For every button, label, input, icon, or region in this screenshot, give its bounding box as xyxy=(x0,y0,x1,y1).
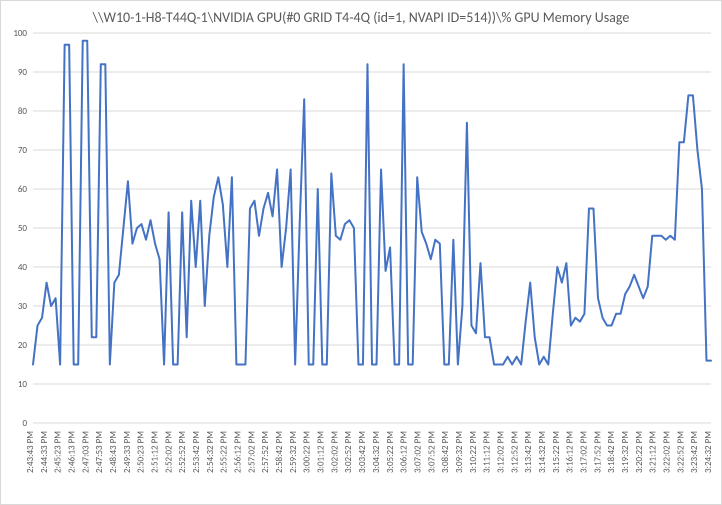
svg-text:3:10:22 PM: 3:10:22 PM xyxy=(468,431,479,473)
svg-text:3:17:02 PM: 3:17:02 PM xyxy=(578,431,589,473)
svg-text:80: 80 xyxy=(18,106,28,117)
svg-text:3:11:12 PM: 3:11:12 PM xyxy=(482,431,493,473)
svg-text:3:13:42 PM: 3:13:42 PM xyxy=(523,431,534,473)
svg-text:3:20:22 PM: 3:20:22 PM xyxy=(634,431,645,473)
svg-text:2:54:32 PM: 2:54:32 PM xyxy=(205,431,216,473)
svg-text:3:05:22 PM: 3:05:22 PM xyxy=(385,431,396,473)
svg-text:3:03:42 PM: 3:03:42 PM xyxy=(357,431,368,473)
svg-text:3:22:52 PM: 3:22:52 PM xyxy=(675,431,686,473)
svg-text:2:43:43 PM: 2:43:43 PM xyxy=(25,431,36,473)
svg-text:2:52:52 PM: 2:52:52 PM xyxy=(177,431,188,473)
svg-text:30: 30 xyxy=(18,301,28,312)
svg-text:2:50:23 PM: 2:50:23 PM xyxy=(136,431,147,473)
svg-text:2:56:12 PM: 2:56:12 PM xyxy=(233,431,244,473)
svg-text:90: 90 xyxy=(18,67,28,78)
svg-text:0: 0 xyxy=(22,418,27,429)
svg-text:3:15:22 PM: 3:15:22 PM xyxy=(551,431,562,473)
svg-text:3:08:42 PM: 3:08:42 PM xyxy=(440,431,451,473)
svg-text:50: 50 xyxy=(18,223,28,234)
svg-text:10: 10 xyxy=(18,379,28,390)
svg-text:3:09:32 PM: 3:09:32 PM xyxy=(454,431,465,473)
svg-text:3:14:32 PM: 3:14:32 PM xyxy=(537,431,548,473)
svg-text:2:58:42 PM: 2:58:42 PM xyxy=(274,431,285,473)
svg-text:3:12:52 PM: 3:12:52 PM xyxy=(509,431,520,473)
svg-text:2:47:03 PM: 2:47:03 PM xyxy=(80,431,91,473)
svg-text:3:12:02 PM: 3:12:02 PM xyxy=(495,431,506,473)
svg-text:3:07:52 PM: 3:07:52 PM xyxy=(426,431,437,473)
plot-area: 0 10 20 30 40 50 60 70 80 90 100 2:43:43 PM2:44:33 … xyxy=(1,1,722,505)
svg-text:2:51:12 PM: 2:51:12 PM xyxy=(150,431,161,473)
svg-text:3:23:42 PM: 3:23:42 PM xyxy=(689,431,700,473)
svg-text:2:53:42 PM: 2:53:42 PM xyxy=(191,431,202,473)
svg-text:3:01:12 PM: 3:01:12 PM xyxy=(316,431,327,473)
svg-text:2:49:33 PM: 2:49:33 PM xyxy=(122,431,133,473)
svg-text:3:02:52 PM: 3:02:52 PM xyxy=(343,431,354,473)
svg-text:100: 100 xyxy=(13,28,27,39)
svg-text:2:46:13 PM: 2:46:13 PM xyxy=(67,431,78,473)
svg-text:70: 70 xyxy=(18,145,28,156)
svg-text:40: 40 xyxy=(18,262,28,273)
svg-text:3:06:12 PM: 3:06:12 PM xyxy=(399,431,410,473)
svg-text:3:24:32 PM: 3:24:32 PM xyxy=(703,431,714,473)
svg-text:2:57:02 PM: 2:57:02 PM xyxy=(246,431,257,473)
svg-text:3:16:12 PM: 3:16:12 PM xyxy=(565,431,576,473)
svg-text:2:45:23 PM: 2:45:23 PM xyxy=(53,431,64,473)
svg-text:3:17:52 PM: 3:17:52 PM xyxy=(592,431,603,473)
svg-text:2:59:32 PM: 2:59:32 PM xyxy=(288,431,299,473)
svg-text:2:48:43 PM: 2:48:43 PM xyxy=(108,431,119,473)
svg-text:2:47:53 PM: 2:47:53 PM xyxy=(94,431,105,473)
svg-text:3:21:12 PM: 3:21:12 PM xyxy=(648,431,659,473)
svg-text:2:44:33 PM: 2:44:33 PM xyxy=(39,431,50,473)
svg-text:2:55:22 PM: 2:55:22 PM xyxy=(219,431,230,473)
svg-text:3:18:42 PM: 3:18:42 PM xyxy=(606,431,617,473)
svg-text:3:07:02 PM: 3:07:02 PM xyxy=(412,431,423,473)
chart-container: \\W10-1-H8-T44Q-1\NVIDIA GPU(#0 GRID T4-… xyxy=(0,0,722,505)
svg-text:3:00:22 PM: 3:00:22 PM xyxy=(302,431,313,473)
svg-text:3:04:32 PM: 3:04:32 PM xyxy=(371,431,382,473)
svg-text:2:52:02 PM: 2:52:02 PM xyxy=(163,431,174,473)
svg-text:3:22:02 PM: 3:22:02 PM xyxy=(661,431,672,473)
svg-text:60: 60 xyxy=(18,184,28,195)
svg-text:2:57:52 PM: 2:57:52 PM xyxy=(260,431,271,473)
svg-text:20: 20 xyxy=(18,340,28,351)
svg-text:3:02:02 PM: 3:02:02 PM xyxy=(329,431,340,473)
svg-text:3:19:32 PM: 3:19:32 PM xyxy=(620,431,631,473)
